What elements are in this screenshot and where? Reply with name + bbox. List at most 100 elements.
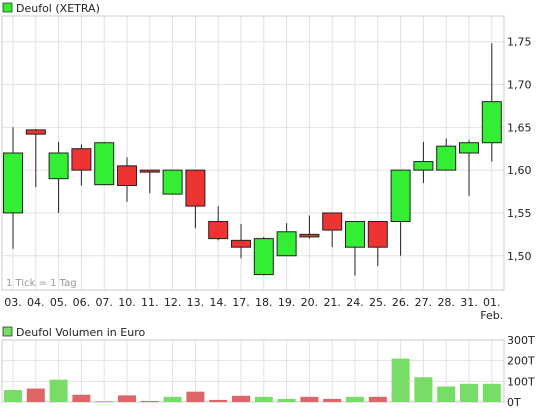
volume-y-tick: 200T — [507, 355, 535, 368]
candle — [322, 212, 343, 248]
candle-body — [459, 142, 479, 154]
candle — [25, 129, 46, 188]
candle — [185, 169, 206, 229]
price-legend-swatch — [2, 2, 13, 13]
volume-bar — [482, 383, 501, 402]
date-tick: 24. — [346, 296, 364, 309]
date-tick: 01. — [483, 296, 501, 309]
candle-body — [276, 231, 297, 257]
volume-bar — [163, 396, 182, 402]
candle-body — [71, 148, 92, 171]
volume-y-axis: 300T 200T 100T 0T — [507, 334, 535, 409]
date-tick: 25. — [369, 296, 387, 309]
candle — [459, 140, 479, 196]
candle-body — [231, 239, 251, 248]
volume-legend-swatch — [2, 326, 13, 337]
date-tick: 04. — [27, 296, 45, 309]
date-axis: 03. 04. 05. 06. 07. 10. 11. 12. 13. 14. 17. 18. 19. 2… — [4, 296, 503, 322]
volume-bar — [49, 379, 68, 402]
price-y-tick: 1,50 — [507, 250, 532, 263]
date-tick-month: Feb. — [480, 309, 503, 322]
candle — [139, 169, 160, 194]
price-y-tick: 1,65 — [507, 121, 532, 134]
volume-bar — [72, 394, 91, 402]
volume-bar — [254, 396, 273, 402]
date-tick: 21. — [323, 296, 341, 309]
date-tick: 14. — [209, 296, 227, 309]
volume-bar — [26, 388, 45, 402]
candle — [48, 141, 69, 213]
volume-legend-label: Deufol Volumen in Euro — [16, 326, 145, 339]
candle — [481, 43, 502, 162]
volume-bar — [95, 400, 114, 402]
volume-bar — [346, 396, 364, 402]
candle — [390, 169, 411, 256]
tick-note: 1 Tick = 1 Tag — [6, 278, 77, 289]
candle — [71, 144, 92, 186]
candle — [345, 221, 365, 276]
volume-bar — [118, 395, 136, 402]
price-y-tick: 1,75 — [507, 36, 532, 49]
candle-body — [3, 152, 23, 214]
candle — [276, 223, 297, 257]
volume-y-tick: 0T — [507, 396, 521, 409]
candle-body — [117, 165, 137, 187]
candle — [253, 236, 274, 276]
candle-body — [481, 101, 502, 144]
volume-bar — [414, 377, 433, 402]
candle-body — [162, 169, 183, 195]
volume-bar — [277, 398, 296, 402]
date-tick: 11. — [141, 296, 159, 309]
candle — [208, 206, 229, 241]
candle-body — [253, 238, 274, 276]
date-tick: 03. — [4, 296, 22, 309]
volume-bar — [4, 390, 22, 402]
volume-bar — [186, 391, 205, 402]
candle — [117, 157, 137, 202]
candle-body — [413, 161, 434, 171]
volume-panel-frame — [1, 339, 505, 403]
candle-body — [299, 233, 320, 238]
date-tick: 06. — [73, 296, 91, 309]
date-tick: 12. — [164, 296, 182, 309]
candle-body — [322, 212, 343, 231]
volume-bar — [323, 398, 342, 402]
candle — [162, 169, 183, 195]
candle — [94, 141, 115, 186]
candle-body — [367, 221, 388, 248]
candlesticks — [3, 43, 502, 276]
price-panel-frame — [1, 15, 505, 291]
price-gridlines — [2, 16, 504, 290]
candle — [436, 138, 457, 171]
date-tick: 31. — [460, 296, 478, 309]
candle-body — [25, 129, 46, 135]
volume-y-tick: 300T — [507, 334, 535, 347]
price-legend-label: Deufol (XETRA) — [16, 2, 100, 15]
candle-body — [139, 169, 160, 173]
candle — [413, 141, 434, 183]
date-tick: 18. — [255, 296, 273, 309]
price-y-tick: 1,70 — [507, 79, 532, 92]
date-tick: 27. — [415, 296, 433, 309]
volume-bar — [300, 396, 319, 402]
volume-bar — [460, 383, 478, 402]
volume-bar — [437, 386, 456, 402]
volume-bar — [209, 399, 228, 402]
candle — [231, 224, 251, 259]
candle-body — [48, 152, 69, 180]
candle-body — [94, 142, 115, 186]
price-y-tick: 1,55 — [507, 207, 532, 220]
date-tick: 26. — [392, 296, 410, 309]
candle-body — [208, 221, 229, 240]
date-tick: 28. — [437, 296, 455, 309]
price-y-axis: 1,75 1,70 1,65 1,60 1,55 1,50 — [507, 36, 532, 263]
date-tick: 20. — [301, 296, 319, 309]
volume-bars — [4, 358, 501, 402]
date-tick: 07. — [95, 296, 113, 309]
volume-bar — [368, 396, 387, 402]
date-tick: 13. — [187, 296, 205, 309]
volume-y-tick: 100T — [507, 375, 535, 388]
candle-body — [345, 221, 365, 248]
volume-bar — [391, 358, 410, 402]
